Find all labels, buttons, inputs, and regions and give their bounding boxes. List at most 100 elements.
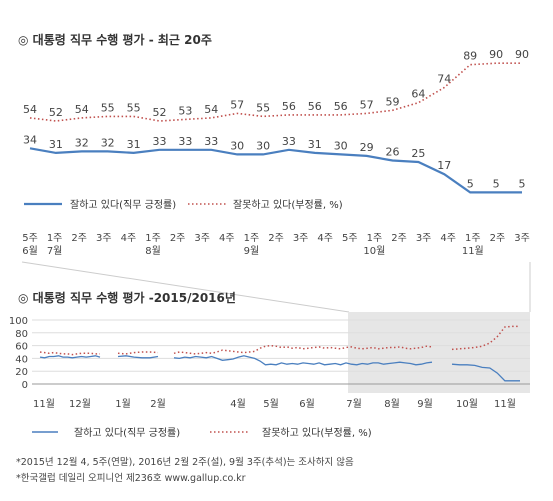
bottom-chart: ◎ 대통령 직무 수행 평가 -2015/2016년 100806040200 … bbox=[9, 290, 530, 439]
disapprove-value-label: 57 bbox=[360, 98, 374, 111]
approve-value-label: 26 bbox=[386, 146, 400, 159]
zoom-connector-left bbox=[21, 261, 350, 313]
top-x-tick-label: 6월 bbox=[22, 245, 38, 257]
approve-value-label: 33 bbox=[204, 135, 218, 148]
disapprove-value-label: 54 bbox=[23, 103, 37, 116]
bottom-chart-highlight-band bbox=[348, 312, 530, 393]
approve-value-label: 30 bbox=[256, 139, 270, 152]
approve-value-label: 5 bbox=[493, 177, 500, 190]
bottom-legend-approve-label: 잘하고 있다(직무 긍정률) bbox=[74, 426, 180, 439]
bottom-x-tick-label: 1월 bbox=[115, 398, 131, 410]
disapprove-value-label: 55 bbox=[101, 101, 115, 114]
approve-value-label: 34 bbox=[23, 133, 37, 146]
approve-trend-segment bbox=[451, 363, 520, 382]
bottom-x-tick-label: 9월 bbox=[417, 398, 433, 410]
approve-value-label: 33 bbox=[282, 135, 296, 148]
top-x-tick-label: 4주 bbox=[121, 233, 137, 244]
disapprove-value-label: 64 bbox=[411, 88, 425, 101]
disapprove-value-label: 56 bbox=[282, 100, 296, 113]
disapprove-value-label: 59 bbox=[386, 95, 400, 108]
approve-line bbox=[29, 147, 522, 194]
top-x-tick-label: 5주 bbox=[22, 233, 38, 244]
disapprove-value-label: 90 bbox=[489, 48, 503, 61]
top-chart: ◎ 대통령 직무 수행 평가 - 최근 20주 34 31 32 32 31 33 33 33… bbox=[18, 32, 530, 257]
disapprove-trend-segment bbox=[39, 351, 100, 356]
approve-value-label: 25 bbox=[411, 147, 425, 160]
top-x-tick-label: 3주 bbox=[96, 233, 112, 244]
bottom-chart-title: ◎ 대통령 직무 수행 평가 -2015/2016년 bbox=[18, 290, 236, 305]
approve-value-label: 29 bbox=[360, 141, 374, 154]
top-x-tick-label: 8월 bbox=[145, 245, 161, 257]
bottom-y-tick-label: 40 bbox=[15, 354, 28, 365]
approve-trend-segment bbox=[173, 355, 433, 366]
bottom-x-tick-label: 8월 bbox=[384, 398, 400, 410]
bottom-x-tick-label: 11월 bbox=[33, 398, 55, 410]
top-x-tick-label: 7월 bbox=[47, 245, 63, 257]
bottom-x-tick-label: 6월 bbox=[299, 398, 315, 410]
bottom-y-tick-label: 0 bbox=[22, 380, 28, 391]
top-x-tick-label: 2주 bbox=[71, 233, 87, 244]
bottom-y-tick-label: 100 bbox=[9, 316, 28, 327]
top-x-tick-label: 1주 bbox=[244, 233, 260, 244]
approve-value-label: 32 bbox=[101, 136, 115, 149]
bottom-x-tick-label: 12월 bbox=[69, 398, 91, 410]
disapprove-value-label: 52 bbox=[153, 106, 167, 119]
bottom-x-tick-label: 4월 bbox=[230, 398, 246, 410]
approve-trend-segment bbox=[39, 355, 101, 359]
disapprove-value-label: 56 bbox=[308, 100, 322, 113]
approve-value-label: 31 bbox=[49, 138, 63, 151]
disapprove-value-label: 89 bbox=[463, 50, 477, 63]
approve-value-label: 5 bbox=[519, 177, 526, 190]
top-legend-disapprove-label: 잘못하고 있다(부정률, %) bbox=[233, 198, 343, 211]
top-x-tick-label: 10월 bbox=[363, 245, 385, 257]
approve-value-label: 17 bbox=[437, 159, 451, 172]
top-x-tick-label: 3주 bbox=[514, 233, 530, 244]
bottom-x-tick-label: 10월 bbox=[456, 398, 478, 410]
top-x-tick-label: 1주 bbox=[145, 233, 161, 244]
bottom-y-tick-label: 60 bbox=[15, 342, 28, 353]
approve-value-label: 31 bbox=[127, 138, 141, 151]
top-x-tick-label: 4주 bbox=[440, 233, 456, 244]
disapprove-line bbox=[29, 62, 522, 122]
top-x-tick-label: 1주 bbox=[47, 233, 63, 244]
disapprove-value-label: 90 bbox=[515, 48, 529, 61]
top-x-tick-label: 11월 bbox=[462, 245, 484, 257]
top-x-tick-label: 2주 bbox=[170, 233, 186, 244]
top-legend-approve-label: 잘하고 있다(직무 긍정률) bbox=[70, 198, 176, 211]
disapprove-trend-segment bbox=[451, 325, 520, 351]
disapprove-value-label: 54 bbox=[204, 103, 218, 116]
disapprove-value-label: 57 bbox=[230, 98, 244, 111]
disapprove-trend-segment bbox=[117, 351, 159, 355]
top-x-tick-label: 3주 bbox=[293, 233, 309, 244]
disapprove-value-label: 52 bbox=[49, 106, 63, 119]
approve-value-label: 30 bbox=[334, 139, 348, 152]
top-x-tick-label: 4주 bbox=[317, 233, 333, 244]
approve-value-label: 5 bbox=[467, 177, 474, 190]
disapprove-value-label: 55 bbox=[256, 101, 270, 114]
top-x-tick-label: 1주 bbox=[367, 233, 383, 244]
top-x-tick-label: 3주 bbox=[194, 233, 210, 244]
bottom-y-tick-label: 80 bbox=[15, 329, 28, 340]
top-x-tick-label: 3주 bbox=[416, 233, 432, 244]
disapprove-value-label: 55 bbox=[127, 101, 141, 114]
top-x-tick-label: 2주 bbox=[490, 233, 506, 244]
approve-value-label: 33 bbox=[178, 135, 192, 148]
bottom-chart-legend: 잘하고 있다(직무 긍정률) 잘못하고 있다(부정률, %) bbox=[32, 426, 372, 439]
top-x-tick-label: 2주 bbox=[268, 233, 284, 244]
bottom-legend-disapprove-label: 잘못하고 있다(부정률, %) bbox=[262, 426, 372, 439]
top-x-tick-label: 5주 bbox=[342, 233, 358, 244]
footnote-survey-gaps: *2015년 12월 4, 5주(연말), 2016년 2월 2주(설), 9월… bbox=[16, 456, 354, 468]
approve-value-label: 32 bbox=[75, 136, 89, 149]
approve-value-label: 30 bbox=[230, 139, 244, 152]
disapprove-value-label: 54 bbox=[75, 103, 89, 116]
top-x-tick-label: 4주 bbox=[219, 233, 235, 244]
footnote-source: *한국갤럽 데일리 오피니언 제236호 www.gallup.co.kr bbox=[16, 472, 246, 484]
top-x-tick-label: 9월 bbox=[244, 245, 260, 257]
bottom-x-tick-label: 5월 bbox=[263, 398, 279, 410]
top-x-tick-label: 1주 bbox=[465, 233, 481, 244]
bottom-x-tick-label: 7월 bbox=[346, 398, 362, 410]
bottom-y-tick-label: 20 bbox=[15, 367, 28, 378]
